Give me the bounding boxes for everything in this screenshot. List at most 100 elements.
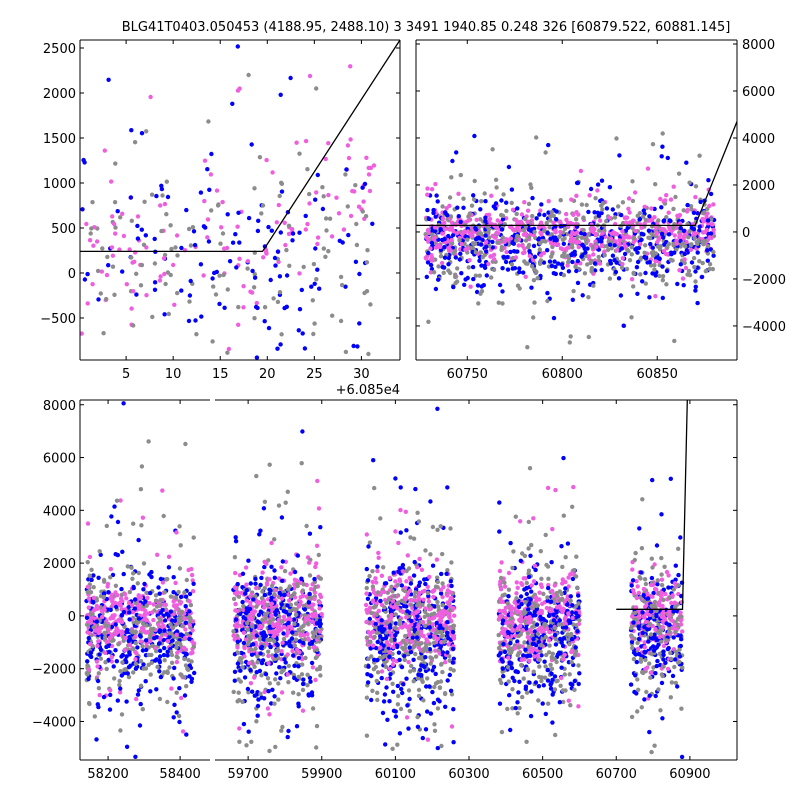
data-point <box>158 597 163 603</box>
data-point <box>546 701 551 706</box>
data-point <box>374 612 379 617</box>
data-point <box>642 254 647 260</box>
data-point <box>180 729 186 734</box>
data-point <box>136 537 141 543</box>
data-point <box>638 241 643 247</box>
y-tick-label: 4000 <box>742 132 775 147</box>
data-point <box>364 635 369 640</box>
data-point <box>269 701 274 706</box>
data-point <box>657 256 662 261</box>
data-point <box>687 180 692 185</box>
data-point <box>153 658 158 663</box>
data-point <box>391 689 396 694</box>
data-point <box>134 292 139 297</box>
data-point <box>404 615 409 620</box>
data-point <box>292 643 297 648</box>
data-point <box>605 247 611 252</box>
data-point <box>137 633 143 638</box>
data-point <box>573 653 578 658</box>
data-point <box>255 654 260 659</box>
data-point <box>237 698 242 703</box>
data-point <box>120 211 125 216</box>
data-point <box>429 266 435 272</box>
data-point <box>363 214 369 219</box>
data-point <box>260 203 266 208</box>
data-point <box>364 566 369 572</box>
data-point <box>468 284 473 289</box>
data-point <box>427 684 432 689</box>
data-point <box>279 596 285 601</box>
data-point <box>449 583 454 589</box>
data-point <box>121 401 126 406</box>
data-point <box>693 194 698 200</box>
data-point <box>364 619 369 625</box>
data-point <box>120 652 126 658</box>
data-point <box>299 576 304 581</box>
data-point <box>280 640 285 645</box>
data-point <box>613 269 619 275</box>
data-point <box>85 271 90 277</box>
data-point <box>94 619 100 624</box>
data-point <box>423 255 428 260</box>
data-point <box>449 724 455 729</box>
data-point <box>314 745 319 750</box>
data-point <box>514 211 519 217</box>
data-point <box>307 573 313 578</box>
data-point <box>376 550 381 556</box>
data-point <box>272 633 277 639</box>
data-point <box>382 660 387 666</box>
data-point <box>277 193 282 199</box>
data-point <box>114 498 120 503</box>
data-point <box>178 672 183 677</box>
data-point <box>538 253 544 258</box>
data-point <box>257 637 263 642</box>
data-point <box>593 196 598 201</box>
data-point <box>434 245 440 250</box>
data-point <box>706 178 711 183</box>
data-point <box>602 253 607 258</box>
data-point <box>162 312 167 317</box>
data-point <box>246 72 251 78</box>
data-point <box>300 708 306 713</box>
data-point <box>233 232 238 237</box>
data-point <box>367 188 373 194</box>
data-point <box>102 607 107 613</box>
data-point <box>126 638 131 644</box>
data-point <box>271 623 276 629</box>
y-tick-label: 1000 <box>43 177 76 192</box>
data-point <box>240 665 245 670</box>
data-point <box>125 564 130 569</box>
data-point <box>267 577 272 582</box>
data-point <box>410 635 415 640</box>
data-point <box>438 616 443 622</box>
data-point <box>393 621 399 626</box>
data-point <box>416 519 422 524</box>
data-point <box>499 212 504 218</box>
data-point <box>664 268 670 274</box>
data-point <box>510 207 516 212</box>
data-point <box>176 616 181 621</box>
data-point <box>235 645 240 650</box>
data-point <box>269 228 274 233</box>
data-point <box>666 210 671 215</box>
data-point <box>117 678 122 684</box>
data-point <box>581 228 586 233</box>
data-point <box>136 605 142 611</box>
data-point <box>648 241 653 247</box>
data-point <box>146 662 151 667</box>
data-point <box>488 254 493 259</box>
data-point <box>230 240 236 245</box>
data-point <box>310 630 315 635</box>
data-point <box>232 669 238 674</box>
data-point <box>279 332 284 337</box>
data-point <box>450 660 456 665</box>
data-point <box>447 672 452 678</box>
data-point <box>647 295 652 300</box>
data-point <box>403 642 408 647</box>
data-point <box>703 238 708 244</box>
data-point <box>413 651 418 657</box>
data-point <box>253 581 258 586</box>
data-point <box>279 180 284 185</box>
data-point <box>182 693 188 698</box>
data-point <box>421 597 426 602</box>
